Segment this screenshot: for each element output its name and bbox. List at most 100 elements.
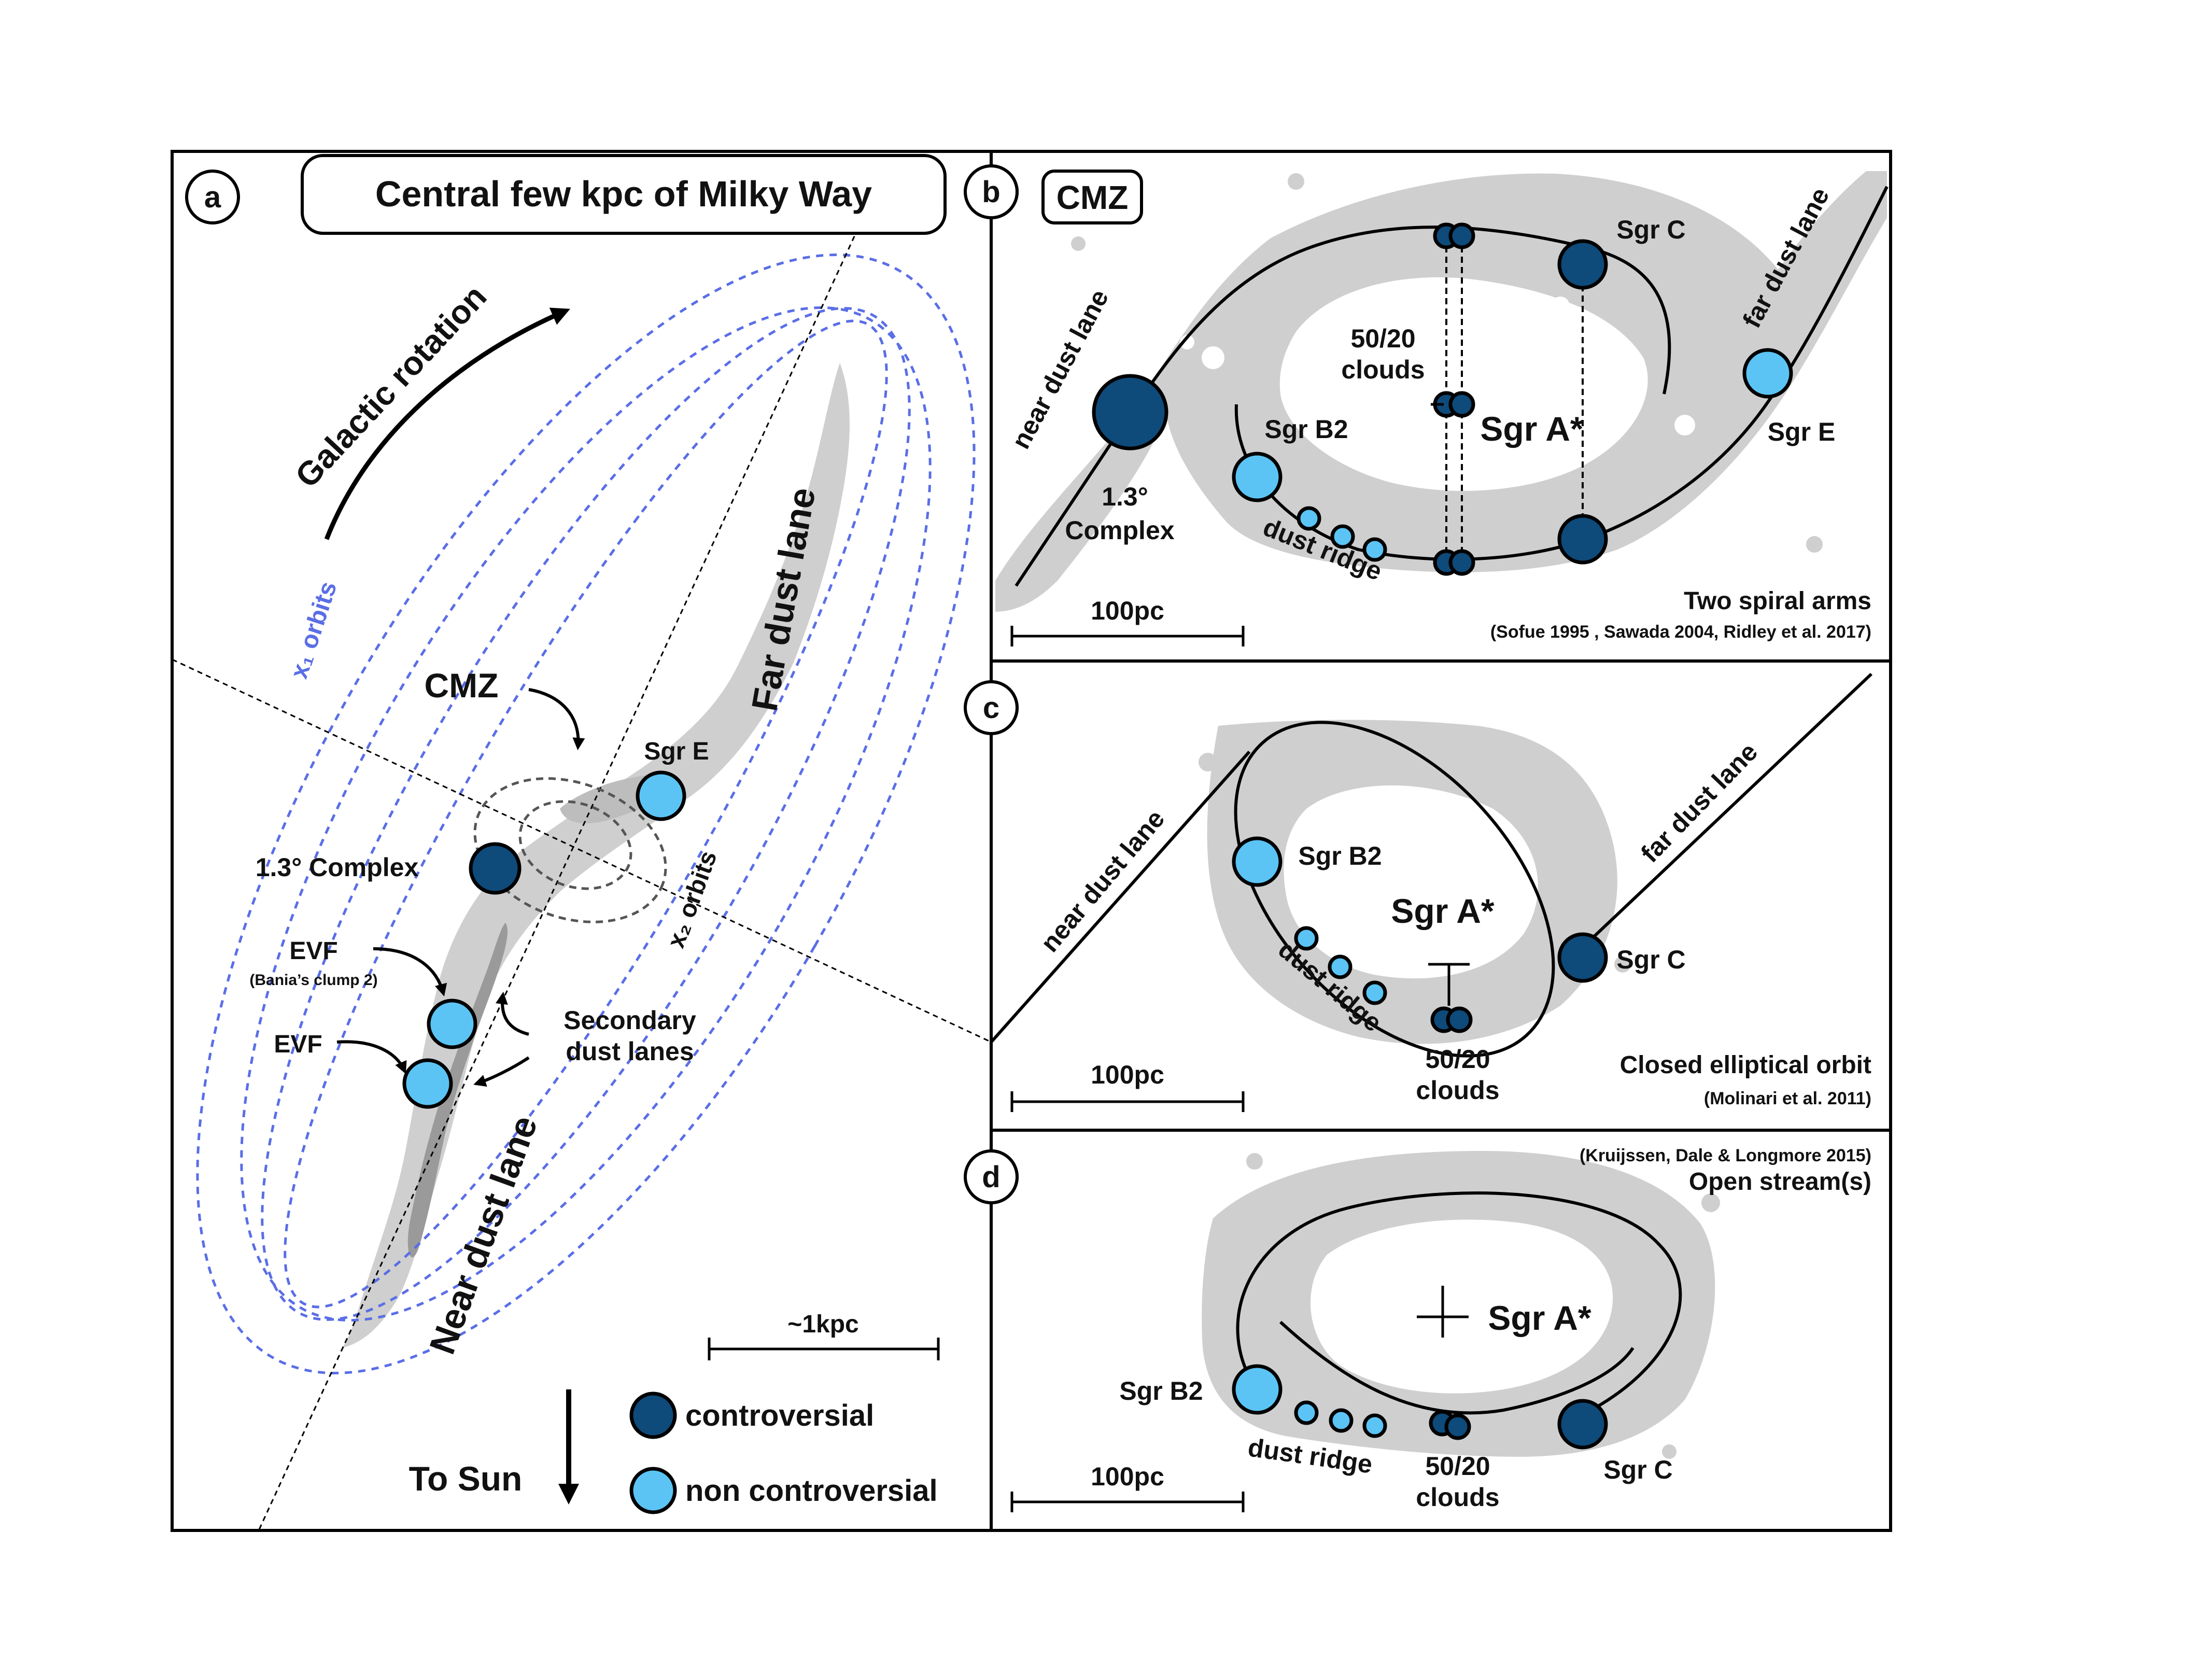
- dust-ridge-cloud-c3: [1362, 980, 1387, 1005]
- open-stream-inner: [1279, 1320, 1635, 1415]
- cloud-20-marker-c: [1446, 1006, 1473, 1033]
- projection-lines-b: [1445, 236, 1584, 560]
- scale-label-a: ~1kpc: [787, 1311, 858, 1338]
- sgr-b2-marker-d: [1232, 1364, 1283, 1415]
- legend-non-label: non controversial: [685, 1474, 938, 1508]
- dust-ridge-cloud-b2: [1330, 524, 1355, 549]
- sgr-c-label-b: Sgr C: [1616, 215, 1685, 244]
- dust-ridge-cloud-d3: [1362, 1413, 1387, 1438]
- to-sun-label: To Sun: [409, 1459, 523, 1498]
- galactic-rotation-label: Galactic rotation: [288, 278, 494, 495]
- sgr-b2-label-b: Sgr B2: [1264, 415, 1348, 444]
- panel-b-letter-top: b: [982, 175, 1000, 209]
- panel-c: c near dust lane far dust lane Sgr B2 Sg…: [991, 672, 1873, 1112]
- near-dust-lane-label-c: near dust lane: [1035, 804, 1171, 958]
- x1-orbits: [196, 254, 976, 1374]
- evf-marker-2: [402, 1058, 453, 1109]
- sgr-c-marker-d: [1557, 1399, 1608, 1450]
- panel-borders: [171, 150, 1892, 1532]
- far-dust-lane-line-c: [1580, 672, 1873, 950]
- clouds-label-c1: 50/20: [1425, 1045, 1490, 1074]
- scale-label-b: 100pc: [1091, 596, 1164, 625]
- sgr-a-label-c: Sgr A*: [1391, 892, 1495, 930]
- secondary-label-1: Secondary: [563, 1006, 696, 1035]
- galactic-rotation-arrow: [324, 307, 570, 540]
- cmz-arrow: [528, 688, 585, 751]
- panel-a: Galactic rotation x₁ orbits x₂ orbits CM…: [172, 154, 991, 1530]
- x1-orbits-label: x₁ orbits: [285, 578, 342, 682]
- cloud-20-marker-b-bot: [1448, 549, 1475, 576]
- legend-controversial-label: controversial: [685, 1399, 874, 1432]
- panel-a-title: Central few kpc of Milky Way: [375, 174, 872, 214]
- cmz-outer-ellipse: [473, 777, 667, 923]
- scale-bar-b: 100pc: [1010, 596, 1245, 646]
- panel-b: CMZ b near dust lane far dust lane Sgr C…: [991, 164, 1889, 646]
- dust-ridge-cloud-c1: [1294, 926, 1319, 951]
- sgr-a-label-d: Sgr A*: [1488, 1299, 1591, 1337]
- complex-1-3-marker: [469, 842, 522, 895]
- dust-ridge-cloud-b3: [1362, 537, 1387, 562]
- clouds-label-c2: clouds: [1416, 1076, 1499, 1105]
- sgr-e-marker-b: [1742, 348, 1793, 399]
- refs-label-d: (Kruijssen, Dale & Longmore 2015): [1580, 1146, 1871, 1165]
- sgr-b2-label-c: Sgr B2: [1298, 841, 1382, 870]
- clouds-label-b2: clouds: [1341, 355, 1425, 384]
- evf1-label: EVF: [289, 937, 337, 965]
- legend-controversial-swatch: [629, 1391, 677, 1439]
- clouds-label-b1: 50/20: [1350, 324, 1415, 353]
- sgr-b2-label-d: Sgr B2: [1119, 1376, 1203, 1405]
- model-label-c: Closed elliptical orbit: [1620, 1051, 1871, 1079]
- cmz-label-b: CMZ: [1056, 179, 1129, 216]
- model-label-b: Two spiral arms: [1684, 587, 1871, 615]
- cloud-20-marker-b-top: [1448, 222, 1475, 249]
- sgr-b2-marker-b: [1232, 452, 1283, 502]
- open-stream-outer: [1236, 1191, 1682, 1417]
- panel-a-letter-circle: [185, 170, 240, 224]
- secondary-arrow-2: [473, 1056, 530, 1087]
- sgr-c-label-c: Sgr C: [1616, 945, 1685, 974]
- bar-major-axis: [258, 222, 862, 1530]
- refs-label-c: (Molinari et al. 2011): [1704, 1089, 1871, 1108]
- dust-ridge-cloud-d2: [1329, 1408, 1354, 1433]
- dust-ridge-cloud-c2: [1328, 954, 1352, 979]
- spiral-arm-1: [1015, 226, 1671, 587]
- sgr-c-marker-c: [1557, 932, 1608, 983]
- sgr-e-label-b: Sgr E: [1768, 417, 1836, 446]
- panel-c-letter-top: c: [983, 691, 999, 725]
- scale-bar-d: 100pc: [1010, 1462, 1245, 1512]
- sgr-c-marker-b: [1557, 239, 1608, 290]
- sgr-c-label-d: Sgr C: [1603, 1455, 1672, 1484]
- sgr-a-cross-d: [1417, 1286, 1469, 1338]
- evf1-sublabel: (Bania’s clump 2): [249, 972, 377, 989]
- far-dust-lane-label-c: far dust lane: [1635, 737, 1763, 868]
- model-label-d: Open stream(s): [1689, 1168, 1871, 1196]
- sgr-a-cross-c: [1428, 963, 1470, 1006]
- panel-a-letter: a: [204, 180, 221, 214]
- legend-non-swatch: [629, 1467, 677, 1514]
- panel-a-title-box: [301, 154, 947, 235]
- sgr-a-label-b: Sgr A*: [1480, 410, 1584, 448]
- cmz-dust-emission-d: [1202, 1151, 1720, 1459]
- sgr-b2-marker-c: [1232, 836, 1283, 887]
- evf2-arrow: [336, 1040, 407, 1074]
- panel-d-letter-top: d: [982, 1160, 1000, 1194]
- complex-label-a: 1.3° Complex: [256, 853, 419, 882]
- evf1-arrow: [373, 947, 447, 996]
- panel-c-letter-circle-top: [964, 680, 1019, 735]
- refs-label-b: (Sofue 1995 , Sawada 2004, Ridley et al.…: [1490, 622, 1871, 642]
- evf-marker-1: [427, 999, 477, 1049]
- evf2-label: EVF: [274, 1031, 322, 1058]
- line-of-nodes: [172, 658, 991, 1043]
- clouds-label-d1: 50/20: [1425, 1452, 1490, 1481]
- cmz-label-a: CMZ: [425, 666, 499, 705]
- cmz-dust-emission-c: [1199, 720, 1631, 1044]
- cmz-inner-ellipse: [518, 800, 632, 890]
- sgr-c-projection-marker-b: [1557, 514, 1608, 565]
- near-dust-lane-line-c: [991, 751, 1251, 1043]
- secondary-arrow-1: [496, 991, 529, 1036]
- clouds-label-d2: clouds: [1416, 1483, 1499, 1512]
- scale-bar-c: 100pc: [1010, 1060, 1245, 1112]
- sgr-e-marker-a: [636, 770, 686, 821]
- dust-ridge-cloud-b1: [1297, 506, 1321, 531]
